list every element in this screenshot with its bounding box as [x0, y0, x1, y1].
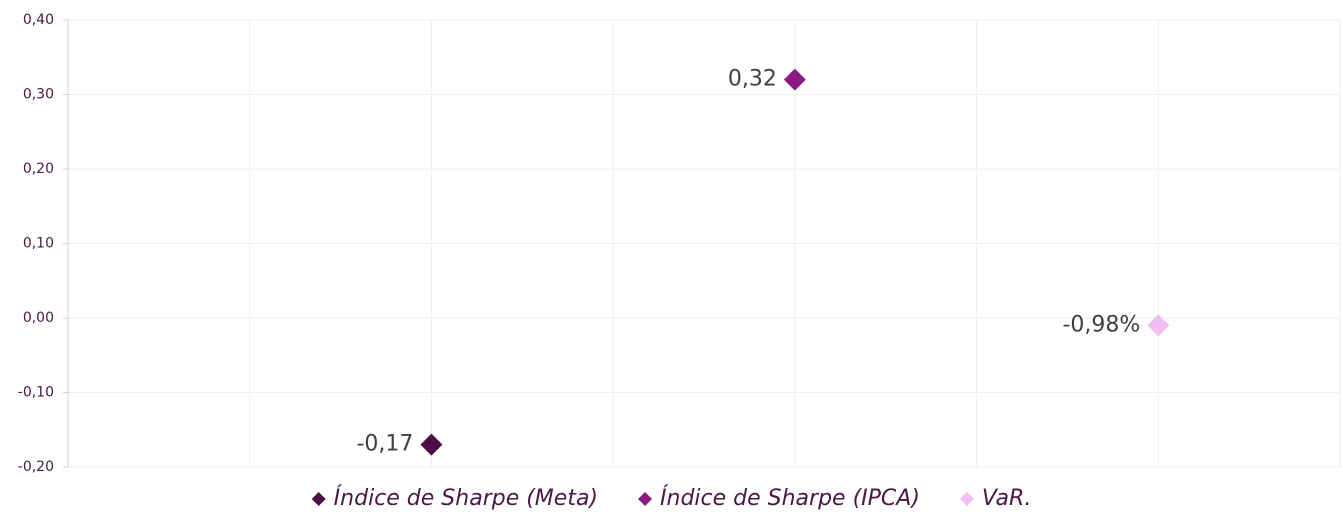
legend-marker — [959, 492, 974, 506]
point — [783, 68, 806, 91]
y-tick-label: 0,20 — [23, 161, 54, 177]
point — [420, 433, 443, 456]
data-label: -0,98% — [1062, 312, 1140, 337]
legend-marker — [311, 492, 326, 506]
y-tick-label: -0,10 — [18, 385, 54, 401]
legend-label: Índice de Sharpe (Meta) — [334, 485, 598, 511]
y-tick-label: -0,20 — [18, 459, 54, 475]
legend-marker — [638, 492, 653, 506]
data-label: -0,17 — [356, 432, 413, 457]
legend-label: Índice de Sharpe (IPCA) — [660, 485, 920, 511]
point — [1147, 314, 1170, 337]
y-tick-label: 0,40 — [23, 12, 54, 28]
y-tick-label: 0,10 — [23, 236, 54, 252]
legend-label: VaR. — [982, 486, 1031, 511]
y-tick-label: 0,30 — [23, 87, 54, 103]
y-tick-label: 0,00 — [23, 310, 54, 326]
data-label: 0,32 — [728, 67, 777, 92]
